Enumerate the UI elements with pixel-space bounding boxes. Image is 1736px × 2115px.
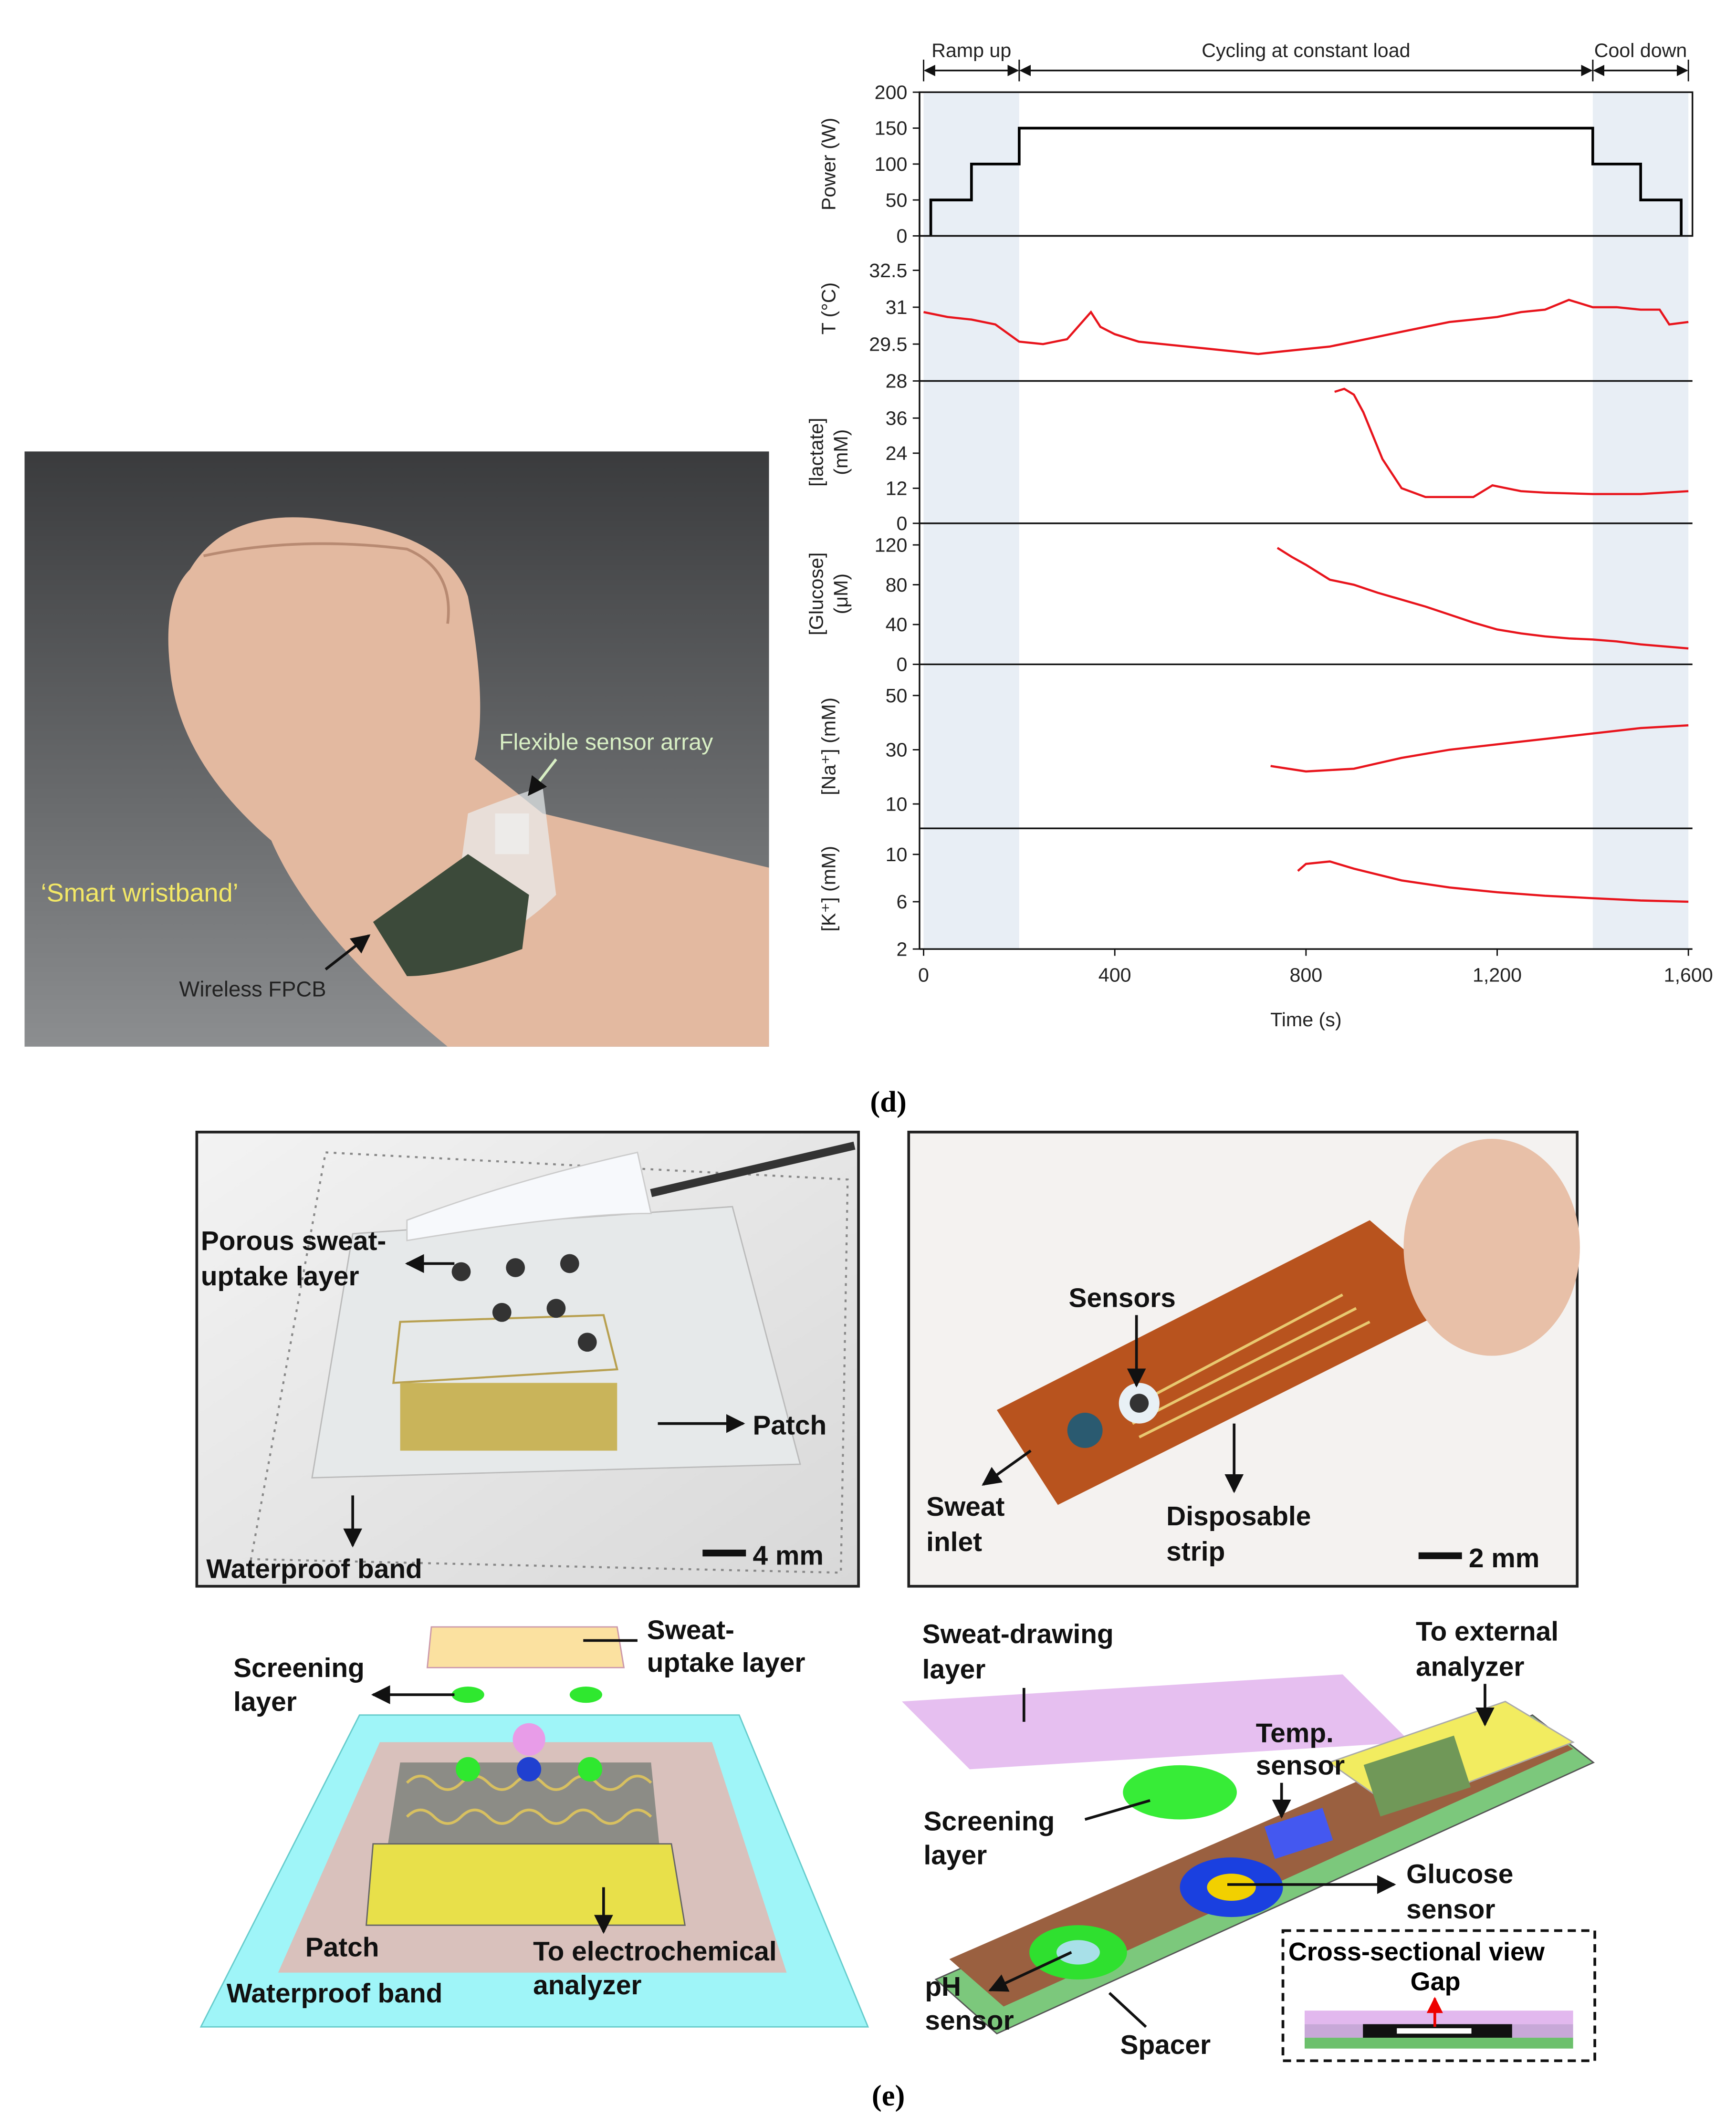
y-axis-label: [Na⁺] (mM) [817, 698, 839, 795]
data-line [923, 299, 1689, 355]
label: analyzer [533, 1970, 641, 2000]
y-tick-label: 29.5 [869, 333, 907, 355]
label: 4 mm [753, 1541, 823, 1571]
label: layer [924, 1840, 987, 1870]
y-tick-label: 2 [896, 938, 907, 960]
wristband-photo: ‘Smart wristband’ Flexible sensor array … [24, 451, 769, 1047]
label: Waterproof band [227, 1979, 443, 2009]
label: Screening [924, 1806, 1055, 1836]
y-tick-label: 28 [886, 370, 908, 392]
x-axis-label: Time (s) [1270, 1009, 1341, 1031]
label: To external [1416, 1616, 1558, 1646]
x-tick-label: 1,200 [1473, 964, 1522, 986]
y-tick-label: 150 [875, 117, 908, 139]
y-axis-label: Power (W) [817, 118, 839, 210]
y-tick-label: 24 [886, 442, 908, 464]
phase-label: Cycling at constant load [1202, 39, 1410, 61]
x-tick-label: 400 [1098, 964, 1131, 986]
label: Glucose [1406, 1859, 1513, 1889]
data-line [1297, 860, 1689, 903]
y-axis-label: (μM) [830, 573, 852, 614]
label: uptake layer [201, 1261, 359, 1292]
label: sensor [1406, 1895, 1495, 1925]
y-tick-label: 36 [886, 407, 908, 429]
y-tick-label: 0 [896, 225, 907, 247]
label: inlet [926, 1527, 982, 1557]
label: Disposable [1166, 1501, 1311, 1532]
data-line [929, 126, 1683, 236]
y-axis-label: (mM) [830, 429, 852, 475]
strip-photo: Sensors Sweat inlet Disposable strip 2 m… [907, 1130, 1580, 1588]
phase-shade [923, 92, 1019, 949]
x-tick-label: 0 [918, 964, 929, 986]
label: Flexible sensor array [499, 729, 713, 755]
label: Sweat [926, 1492, 1004, 1522]
y-tick-label: 80 [886, 574, 908, 596]
label: Sweat- [647, 1615, 734, 1646]
caption: (d) [870, 1085, 906, 1118]
phase-label: Cool down [1594, 39, 1687, 61]
y-tick-label: 30 [886, 739, 908, 761]
y-tick-label: 6 [896, 891, 907, 913]
panel-frame [919, 91, 1694, 237]
label: Patch [753, 1410, 826, 1440]
phase-label: Ramp up [931, 39, 1011, 61]
y-tick-label: 31 [886, 296, 908, 318]
label: Gap [1411, 1968, 1461, 1996]
label: Wireless FPCB [179, 977, 326, 1001]
y-tick-label: 50 [886, 189, 908, 211]
y-axis-label: [K⁺] (mM) [817, 846, 839, 932]
patch-photo: Porous sweat- uptake layer Patch Waterpr… [195, 1130, 860, 1588]
patch-diagram: Sweat- uptake layer Screening layer Patc… [199, 1615, 869, 2028]
label: sensor [1256, 1751, 1345, 1781]
charts: Ramp up Cycling at constant load Cool down… [805, 39, 1713, 1031]
y-axis-label: [lactate] [805, 418, 827, 487]
y-tick-label: 200 [875, 81, 908, 103]
caption: (e) [872, 2079, 905, 2112]
x-tick-label: 800 [1289, 964, 1322, 986]
phase-shade [1592, 92, 1689, 949]
data-line [1276, 547, 1689, 650]
label: Screening [233, 1653, 365, 1683]
label: Porous sweat- [201, 1226, 386, 1256]
y-tick-label: 0 [896, 654, 907, 676]
data-line [1270, 724, 1689, 773]
data-line [1334, 387, 1689, 499]
label: Waterproof band [206, 1554, 422, 1584]
y-tick-label: 32.5 [869, 260, 907, 281]
label: Cross-sectional view [1288, 1938, 1545, 1966]
y-tick-label: 120 [875, 534, 908, 556]
label: uptake layer [647, 1648, 805, 1678]
y-tick-label: 12 [886, 478, 908, 500]
y-tick-label: 0 [896, 512, 907, 534]
label: Temp. [1256, 1719, 1334, 1749]
label: layer [233, 1687, 297, 1717]
label: strip [1166, 1537, 1225, 1567]
label: 2 mm [1469, 1543, 1539, 1573]
strip-diagram: Sweat-drawing layer To external analyzer… [902, 1616, 1596, 2063]
label: analyzer [1416, 1652, 1524, 1682]
label: Sensors [1069, 1283, 1176, 1313]
y-tick-label: 50 [886, 685, 908, 707]
label: To electrochemical [533, 1937, 777, 1967]
label: pH [925, 1972, 961, 2002]
label: ‘Smart wristband’ [41, 879, 239, 907]
label: Sweat-drawing [922, 1619, 1114, 1649]
y-tick-label: 100 [875, 153, 908, 175]
label: sensor [925, 2006, 1014, 2036]
x-tick-label: 1,600 [1664, 964, 1713, 986]
y-tick-label: 10 [886, 844, 908, 865]
y-tick-label: 10 [886, 793, 908, 815]
label: Spacer [1120, 2030, 1211, 2060]
y-tick-label: 40 [886, 614, 908, 636]
y-axis-label: [Glucose] [805, 552, 827, 636]
label: Patch [305, 1933, 379, 1963]
label: layer [922, 1655, 986, 1685]
y-axis-label: T (°C) [817, 282, 839, 335]
